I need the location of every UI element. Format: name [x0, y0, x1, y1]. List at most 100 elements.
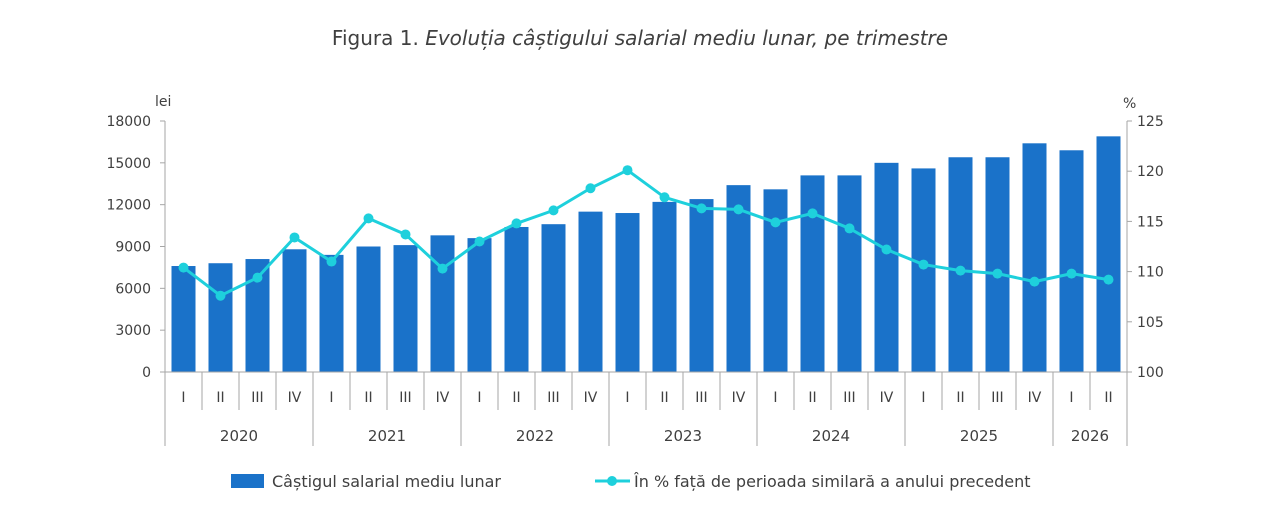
category-label: II: [364, 390, 372, 406]
line-point: [252, 272, 263, 283]
category-label: III: [991, 390, 1003, 406]
left-tick-label: 3000: [115, 323, 151, 339]
year-label: 2023: [664, 427, 702, 445]
category-label: I: [477, 390, 481, 406]
chart-title-main: Evoluția câștigului salarial mediu lunar…: [425, 26, 948, 50]
year-label: 2021: [368, 427, 406, 445]
left-tick-label: 9000: [115, 240, 151, 256]
line-point: [474, 236, 485, 247]
right-axis-unit: %: [1123, 96, 1136, 112]
line-point: [622, 165, 633, 176]
legend-line-label: În % față de perioada similară a anului …: [633, 472, 1031, 491]
line-point: [437, 263, 448, 274]
bar: [1059, 150, 1084, 372]
chart-title: Figura 1. Evoluția câștigului salarial m…: [332, 26, 948, 50]
left-axis-unit: lei: [155, 94, 171, 110]
legend-bar-swatch: [231, 474, 264, 488]
left-tick-label: 0: [142, 365, 151, 381]
bar: [837, 175, 862, 372]
left-tick-label: 6000: [115, 281, 151, 297]
line-point: [1029, 276, 1040, 287]
category-label: III: [251, 390, 263, 406]
category-label: IV: [880, 390, 894, 406]
year-label: 2020: [220, 427, 258, 445]
bar: [171, 266, 196, 372]
left-tick-label: 12000: [106, 198, 151, 214]
legend-bar-label: Câștigul salarial mediu lunar: [272, 472, 501, 491]
bar: [800, 175, 825, 372]
bar: [763, 189, 788, 372]
category-label: II: [956, 390, 964, 406]
category-label: IV: [584, 390, 598, 406]
right-tick-label: 110: [1137, 265, 1164, 281]
bar: [1022, 143, 1047, 372]
line-point: [955, 265, 966, 276]
axes-layer: 0 3000 6000 9000 12000 15000 18000 100 105 110 115…: [106, 114, 1164, 446]
category-label: III: [399, 390, 411, 406]
category-label: IV: [732, 390, 746, 406]
left-tick-label: 18000: [106, 114, 151, 130]
category-label: III: [547, 390, 559, 406]
line-point: [215, 290, 226, 301]
chart-title-prefix: Figura 1.: [332, 26, 419, 50]
line-point: [1066, 268, 1077, 279]
line-point: [548, 205, 559, 216]
bar: [319, 254, 344, 372]
category-label: IV: [288, 390, 302, 406]
line-point: [363, 213, 374, 224]
line-point: [992, 268, 1003, 279]
legend: Câștigul salarial mediu lunar În % față …: [231, 472, 1031, 491]
line-point: [696, 203, 707, 214]
bar: [208, 263, 233, 372]
bar: [393, 245, 418, 372]
line-point: [807, 208, 818, 219]
category-label: I: [329, 390, 333, 406]
line-point: [326, 256, 337, 267]
category-label: III: [695, 390, 707, 406]
year-label: 2026: [1071, 427, 1109, 445]
bar: [467, 238, 492, 372]
bar: [948, 157, 973, 372]
right-tick-label: 125: [1137, 114, 1164, 130]
line-point: [1103, 274, 1114, 285]
bar: [911, 168, 936, 372]
line-point: [881, 244, 892, 255]
category-label: I: [773, 390, 777, 406]
right-tick-label: 115: [1137, 214, 1164, 230]
left-tick-label: 15000: [106, 156, 151, 172]
category-label: II: [1104, 390, 1112, 406]
bar: [726, 185, 751, 372]
bar: [689, 199, 714, 372]
line-point: [770, 217, 781, 228]
category-label: I: [921, 390, 925, 406]
year-label: 2025: [960, 427, 998, 445]
right-tick-label: 100: [1137, 365, 1164, 381]
bar: [578, 211, 603, 372]
bar: [1096, 136, 1121, 372]
line-point: [289, 232, 300, 243]
category-label: IV: [436, 390, 450, 406]
line-point: [918, 259, 929, 270]
bar: [430, 235, 455, 372]
bar: [504, 226, 529, 372]
category-label: IV: [1028, 390, 1042, 406]
line-point: [659, 192, 670, 203]
bar: [282, 249, 307, 372]
category-label: I: [181, 390, 185, 406]
right-tick-label: 105: [1137, 315, 1164, 331]
category-label: II: [660, 390, 668, 406]
line-series-path: [182, 168, 1109, 298]
right-tick-label: 120: [1137, 164, 1164, 180]
bar: [985, 157, 1010, 372]
bar: [541, 224, 566, 372]
bar: [356, 246, 381, 372]
bars-layer: [171, 136, 1121, 372]
line-layer: [178, 165, 1114, 301]
category-label: II: [216, 390, 224, 406]
line-point: [178, 262, 189, 273]
bar: [615, 213, 640, 372]
category-label: II: [808, 390, 816, 406]
legend-line-marker: [607, 476, 617, 486]
